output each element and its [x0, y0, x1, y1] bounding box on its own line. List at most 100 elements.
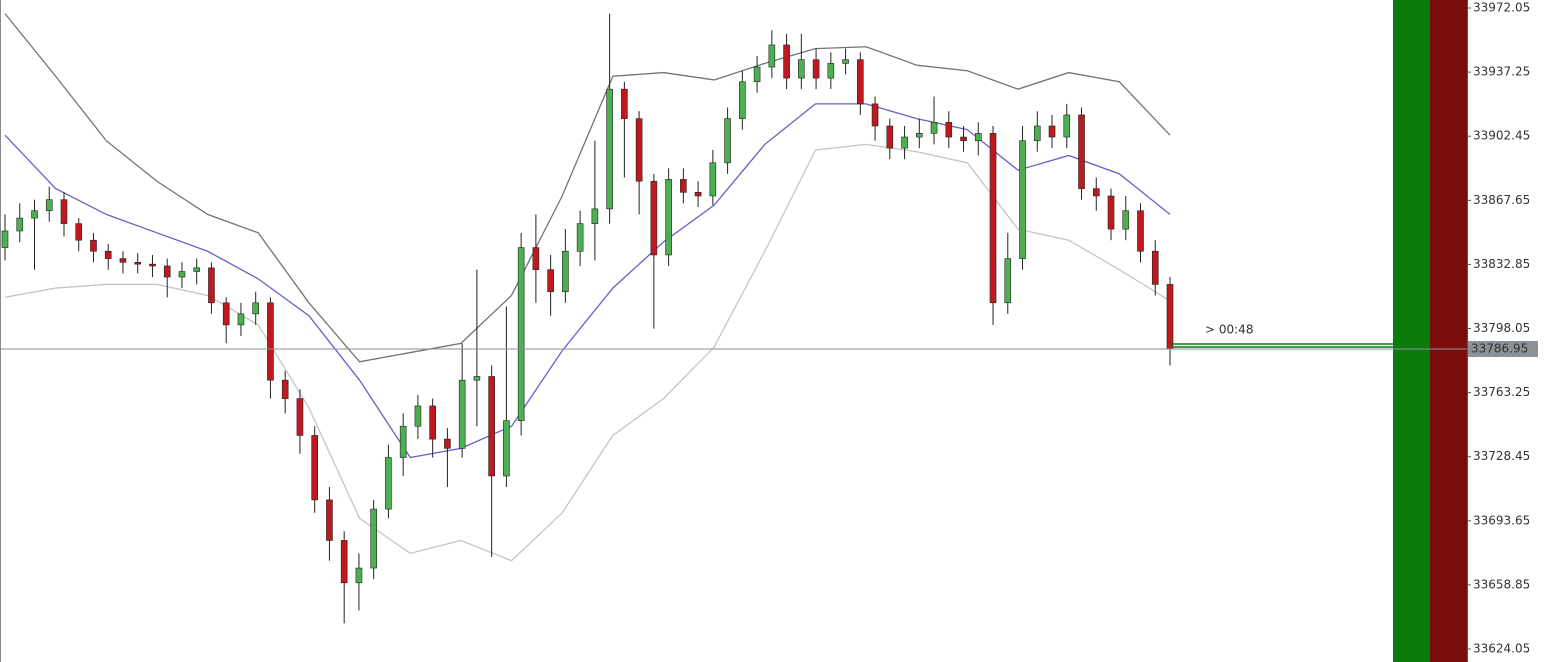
candle-body	[960, 136, 967, 142]
candle-body	[488, 376, 495, 477]
indicator-line	[4, 13, 1171, 363]
candle-body	[532, 247, 540, 270]
candle-body	[709, 162, 717, 197]
candle-body	[1019, 140, 1026, 259]
current-price-box	[1468, 340, 1538, 357]
candle-body	[857, 59, 864, 105]
candle-body	[31, 210, 38, 219]
candle-body	[1078, 114, 1085, 189]
candle-body	[916, 133, 923, 138]
candle-body	[753, 66, 761, 83]
candle-body	[1092, 188, 1100, 197]
candle-body	[945, 122, 953, 138]
y-tick-label: 33832.85	[1473, 257, 1530, 271]
y-tick-label: 33693.65	[1473, 513, 1530, 527]
candle-body	[16, 217, 24, 232]
candle-body	[444, 438, 451, 449]
candle-body	[1004, 258, 1012, 304]
candle-body	[1048, 125, 1056, 138]
y-tick-label: 33798.05	[1473, 321, 1530, 335]
candle-body	[901, 136, 908, 149]
candle-body	[385, 457, 392, 510]
candle-body	[119, 258, 127, 263]
candle-body	[267, 302, 274, 381]
candle-body	[798, 59, 805, 79]
candle-body	[576, 223, 584, 252]
y-tick-label: 33658.85	[1473, 577, 1530, 591]
candle-body	[1122, 210, 1130, 230]
y-tick-label: 33763.25	[1473, 385, 1530, 399]
candle-body	[237, 313, 245, 326]
candle-body	[827, 63, 835, 79]
candle-body	[178, 271, 186, 278]
y-tick-label: 33902.45	[1473, 129, 1530, 143]
candle-body	[591, 208, 599, 224]
candle-body	[1033, 125, 1041, 142]
candle-body	[340, 540, 348, 584]
y-tick-label: 33728.45	[1473, 449, 1530, 463]
y-tick-label: 33867.65	[1473, 193, 1530, 207]
candle-body	[886, 125, 894, 149]
candle-body	[208, 267, 215, 304]
candle-body	[783, 44, 790, 79]
candle-body	[562, 250, 569, 293]
indicator-line	[4, 143, 1171, 562]
candle-body	[871, 103, 879, 127]
candle-body	[75, 223, 83, 241]
candle-body	[355, 567, 363, 584]
current-price-label: 33786.95	[1471, 341, 1528, 355]
candle-body	[680, 179, 687, 193]
candle-body	[842, 59, 849, 64]
candle-body	[149, 263, 156, 267]
candle-body	[326, 499, 333, 541]
candle-body	[399, 425, 407, 458]
sell-volume-bar	[1430, 0, 1467, 662]
y-tick-label: 33937.25	[1473, 65, 1530, 79]
candle-body	[90, 239, 97, 252]
y-tick-label: 33624.05	[1473, 642, 1530, 656]
candle-body	[724, 118, 731, 164]
candle-body	[517, 247, 525, 422]
candle-body	[104, 250, 112, 259]
candle-body	[1107, 195, 1115, 230]
candle-body	[812, 59, 820, 79]
candle-body	[163, 265, 171, 278]
candle-body	[134, 261, 142, 265]
candle-body	[1137, 210, 1144, 252]
candle-body	[296, 398, 304, 436]
candle-body	[547, 269, 554, 293]
candle-body	[414, 405, 422, 427]
candle-body	[739, 81, 746, 119]
candle-body	[974, 133, 982, 142]
candle-body	[370, 508, 377, 569]
candle-body	[458, 379, 466, 449]
candle-body	[635, 118, 643, 182]
candle-body	[503, 420, 510, 477]
y-tick-label: 33972.05	[1473, 1, 1530, 15]
candle-body	[311, 435, 318, 501]
candle-body	[606, 88, 613, 210]
candle-body	[665, 179, 672, 256]
candle-body	[60, 199, 68, 224]
candle-body	[989, 133, 997, 304]
candle-body	[252, 302, 259, 315]
candle-body	[930, 122, 938, 134]
candle-body	[1, 230, 9, 248]
candle-body	[222, 302, 230, 326]
candle-body	[1063, 114, 1071, 138]
candle-body	[281, 379, 289, 399]
candle-body	[768, 44, 776, 68]
buy-volume-bar	[1393, 0, 1430, 662]
candle-body	[473, 376, 481, 381]
candle-body	[1166, 284, 1174, 350]
candle-body	[429, 405, 436, 440]
candle-body	[650, 180, 658, 256]
candle-body	[1151, 250, 1159, 285]
candle-body	[694, 192, 702, 197]
candle-body	[621, 88, 628, 119]
candle-body	[45, 199, 53, 212]
candle-body	[193, 267, 201, 272]
countdown: > 00:48	[1205, 322, 1253, 336]
